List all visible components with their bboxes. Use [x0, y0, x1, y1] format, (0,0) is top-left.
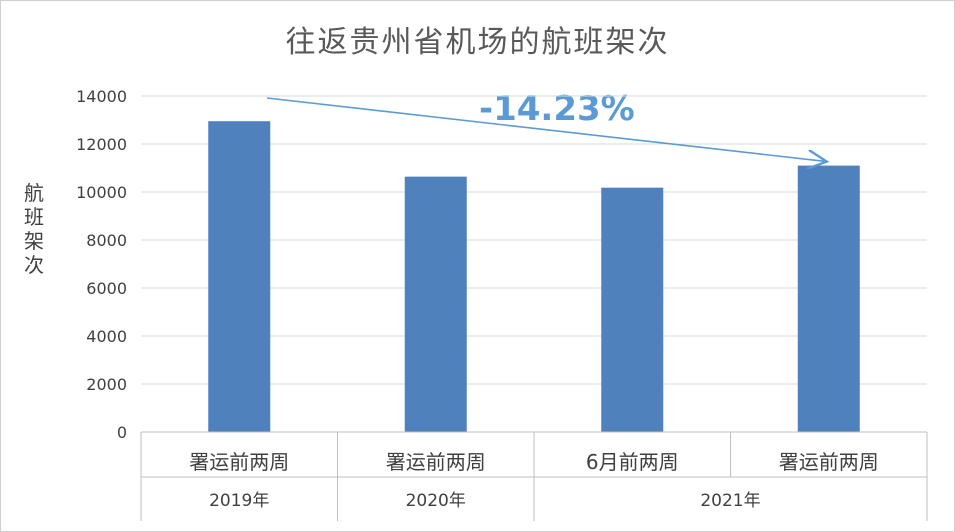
chart-title: 往返贵州省机场的航班架次 — [285, 25, 670, 60]
bar — [601, 187, 664, 432]
y-tick-label: 10000 — [76, 183, 127, 202]
x-tick-label: 6月前两周 — [586, 450, 679, 474]
y-axis-label: 航班架次 — [24, 181, 44, 277]
x-tick-label: 署运前两周 — [779, 450, 879, 474]
x-tick-label: 署运前两周 — [189, 450, 289, 474]
y-tick-label: 2000 — [86, 375, 127, 394]
x-tick-label: 署运前两周 — [386, 450, 486, 474]
bar — [208, 121, 271, 432]
bar — [404, 176, 467, 432]
y-tick-label: 0 — [117, 423, 127, 442]
group-label: 2019年 — [209, 491, 269, 511]
bar — [797, 165, 860, 432]
y-tick-label: 4000 — [86, 327, 127, 346]
group-label: 2020年 — [406, 491, 466, 511]
group-label: 2021年 — [700, 491, 760, 511]
y-tick-label: 12000 — [76, 135, 127, 154]
trend-arrow — [266, 97, 827, 162]
y-tick-label: 6000 — [86, 279, 127, 298]
y-tick-label: 14000 — [76, 87, 127, 106]
y-tick-label: 8000 — [86, 231, 127, 250]
